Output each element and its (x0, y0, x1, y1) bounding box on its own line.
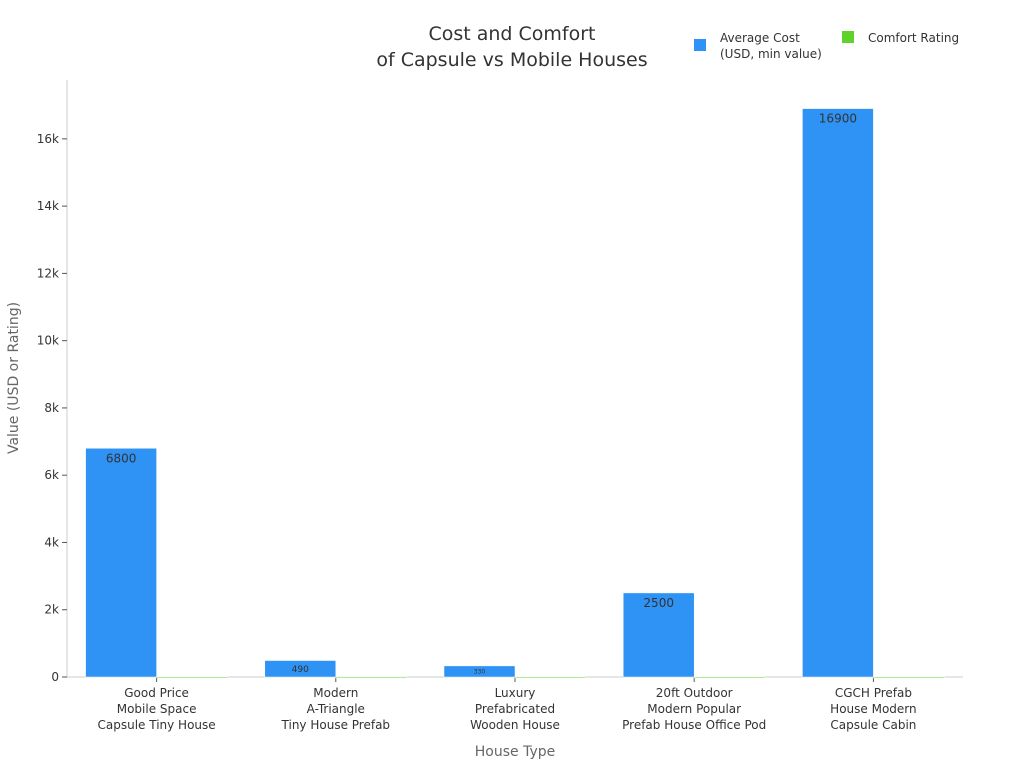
bar (335, 676, 408, 679)
x-tick-label: Modern A-Triangle Tiny House Prefab (281, 686, 391, 732)
y-tick-label: 4k (44, 535, 59, 549)
x-tick-label: Good Price Mobile Space Capsule Tiny House (98, 686, 216, 732)
x-tick-label: CGCH Prefab House Modern Capsule Cabin (830, 686, 916, 732)
bar (622, 592, 695, 678)
bar (514, 676, 587, 679)
y-tick-label: 16k (37, 132, 59, 146)
x-tick-label: Luxury Prefabricated Wooden House (470, 686, 560, 732)
y-tick-label: 0 (51, 670, 59, 684)
y-tick-label: 14k (37, 199, 59, 213)
x-tick-label: 20ft Outdoor Modern Popular Prefab House O… (622, 686, 766, 732)
bar (156, 676, 228, 679)
legend-swatch (842, 31, 854, 43)
value-label: 6800 (106, 451, 137, 465)
value-label: 16900 (819, 112, 857, 126)
y-tick-label: 12k (37, 266, 59, 280)
bar (85, 448, 157, 678)
y-tick-label: 8k (44, 401, 59, 415)
bar (802, 108, 874, 678)
legend-label: Comfort Rating (868, 31, 959, 45)
value-label: 490 (292, 665, 310, 675)
x-axis-title: House Type (475, 744, 555, 760)
legend-label: Average Cost (USD, min value) (720, 31, 822, 61)
bar (443, 665, 516, 678)
value-label: 330 (474, 669, 486, 676)
bar (264, 660, 337, 678)
y-tick-label: 2k (44, 603, 59, 617)
value-label: 2500 (643, 596, 674, 610)
y-axis-title: Value (USD or Rating) (6, 302, 22, 454)
bar (873, 676, 945, 679)
bar (693, 676, 766, 679)
chart-title: Cost and Comfort of Capsule vs Mobile Hou… (376, 23, 647, 71)
y-tick-label: 10k (37, 334, 59, 348)
legend-swatch (694, 39, 706, 51)
y-tick-label: 6k (44, 468, 59, 482)
